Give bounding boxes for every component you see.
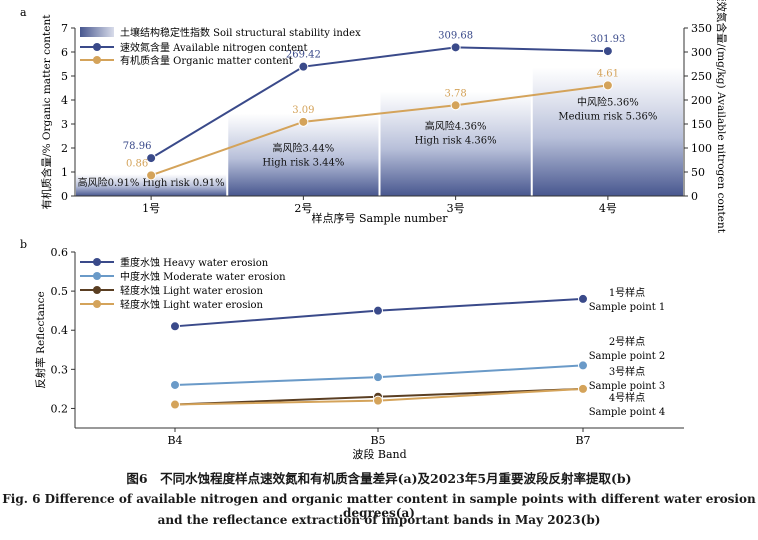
right-tick-label: 150 <box>691 118 712 131</box>
data-label: 4.61 <box>597 68 619 79</box>
legend-swatch-marker <box>93 258 101 266</box>
stability-bar <box>228 113 379 196</box>
left-tick-label: 6 <box>61 46 68 59</box>
legend-label: 重度水蚀 Heavy water erosion <box>120 256 269 269</box>
y-tick-label: 0.3 <box>51 363 69 376</box>
series-point <box>450 42 461 53</box>
y-axis-title: 反射率 Reflectance <box>34 291 47 388</box>
x-axis-title: 波段 Band <box>352 447 406 461</box>
x-tick-label: 2号 <box>294 202 312 215</box>
left-tick-label: 0 <box>61 190 68 203</box>
series-point <box>146 170 157 181</box>
legend-label: 速效氮含量 Available nitrogen content <box>120 41 308 54</box>
legend-swatch-marker <box>93 286 101 294</box>
figure-caption-english-line1: Fig. 6 Difference of available nitrogen … <box>2 492 756 520</box>
data-label: 3.09 <box>292 105 314 116</box>
sample-point-annotation: 2号样点 <box>609 335 645 348</box>
series-point <box>373 372 383 383</box>
series-point <box>450 100 461 111</box>
legend-label: 轻度水蚀 Light water erosion <box>120 284 264 297</box>
x-tick-label: 4号 <box>599 202 617 215</box>
stability-bar <box>76 174 227 196</box>
y-tick-label: 0.5 <box>51 285 69 298</box>
chart-panel-b: b 0.2 0.3 0.4 0.5 0.6 B4 B5 B7 波段 Band 反射率 Reflect… <box>20 238 684 461</box>
bar-label: 中风险5.36% <box>577 95 639 108</box>
bar-label: 高风险3.44% <box>272 141 334 154</box>
data-label: 78.96 <box>123 141 152 152</box>
series-point <box>602 80 613 91</box>
x-tick-label: 3号 <box>447 202 465 215</box>
right-tick-label: 350 <box>691 22 712 35</box>
left-tick-label: 4 <box>61 94 68 107</box>
x-tick-label: B7 <box>575 434 590 447</box>
sample-point-annotation: 1号样点 <box>609 286 645 299</box>
y-tick-label: 0.2 <box>51 402 69 415</box>
x-tick-label: B5 <box>370 434 385 447</box>
series-point <box>373 395 383 406</box>
sample-point-annotation: Sample point 1 <box>589 302 666 313</box>
bar-label: 高风险0.91% High risk 0.91% <box>78 176 225 189</box>
legend-swatch-marker <box>93 43 101 51</box>
left-tick-label: 1 <box>61 166 68 179</box>
bar-label: High risk 3.44% <box>262 157 344 168</box>
sample-point-annotation: Sample point 3 <box>589 381 666 392</box>
series-point <box>146 153 157 164</box>
left-axis-title: 有机质含量/% Organic matter content <box>40 14 53 210</box>
series-point <box>602 46 613 57</box>
right-axis-title: 速效氮含量/(mg/kg) Available nitrogen content <box>715 0 728 234</box>
data-label: 0.86 <box>126 158 148 169</box>
sample-point-annotation: 3号样点 <box>609 365 645 378</box>
left-tick-label: 3 <box>61 118 68 131</box>
y-tick-label: 0.4 <box>51 324 69 337</box>
chart-panel-a: a 高风险0.91% High risk 0.91% 高风险3.44% High ri… <box>20 0 728 234</box>
x-axis-title: 样点序号 Sample number <box>312 211 449 225</box>
series-point <box>170 379 180 390</box>
right-tick-label: 0 <box>691 190 698 203</box>
sample-point-annotation: Sample point 4 <box>589 407 666 418</box>
series-point <box>373 305 383 316</box>
panel-label-b: b <box>20 238 27 251</box>
data-label: 301.93 <box>590 34 625 45</box>
series-point <box>298 116 309 127</box>
data-label: 3.78 <box>444 88 466 99</box>
series-point <box>578 293 588 304</box>
data-label: 309.68 <box>438 30 473 41</box>
x-tick-label: 1号 <box>142 202 160 215</box>
right-tick-label: 200 <box>691 94 712 107</box>
legend-label: 有机质含量 Organic matter content <box>120 54 293 67</box>
y-tick-label: 0.6 <box>51 246 69 259</box>
left-tick-label: 5 <box>61 70 68 83</box>
bar-label: 高风险4.36% <box>425 119 487 132</box>
right-tick-label: 250 <box>691 70 712 83</box>
series-line <box>150 84 609 177</box>
legend-label: 中度水蚀 Moderate water erosion <box>120 270 286 283</box>
bar-label: High risk 4.36% <box>415 135 497 146</box>
sample-point-annotation: Sample point 2 <box>589 351 666 362</box>
series-point <box>170 321 180 332</box>
legend-swatch-marker <box>93 300 101 308</box>
legend-label: 轻度水蚀 Light water erosion <box>120 298 264 311</box>
figure-caption-chinese: 图6 不同水蚀程度样点速效氮和有机质含量差异(a)及2023年5月重要波段反射率… <box>126 471 632 486</box>
series-point <box>578 360 588 371</box>
right-tick-label: 100 <box>691 142 712 155</box>
series-point <box>170 399 180 410</box>
left-tick-label: 7 <box>61 22 68 35</box>
left-tick-label: 2 <box>61 142 68 155</box>
right-tick-label: 50 <box>691 166 705 179</box>
legend-swatch-bar <box>80 27 114 37</box>
x-tick-label: B4 <box>167 434 182 447</box>
legend-label: 土壤结构稳定性指数 Soil structural stability inde… <box>120 26 361 39</box>
legend-swatch-marker <box>93 56 101 64</box>
series-point <box>298 61 309 72</box>
right-tick-label: 300 <box>691 46 712 59</box>
sample-point-annotation: 4号样点 <box>609 391 645 404</box>
legend-swatch-marker <box>93 272 101 280</box>
data-label: 269.42 <box>286 50 321 61</box>
series-line <box>150 46 608 159</box>
figure-caption-english-line2: and the reflectance extraction of import… <box>157 513 601 527</box>
bar-label: Medium risk 5.36% <box>558 111 657 122</box>
series-point <box>578 383 588 394</box>
panel-label-a: a <box>20 6 27 19</box>
